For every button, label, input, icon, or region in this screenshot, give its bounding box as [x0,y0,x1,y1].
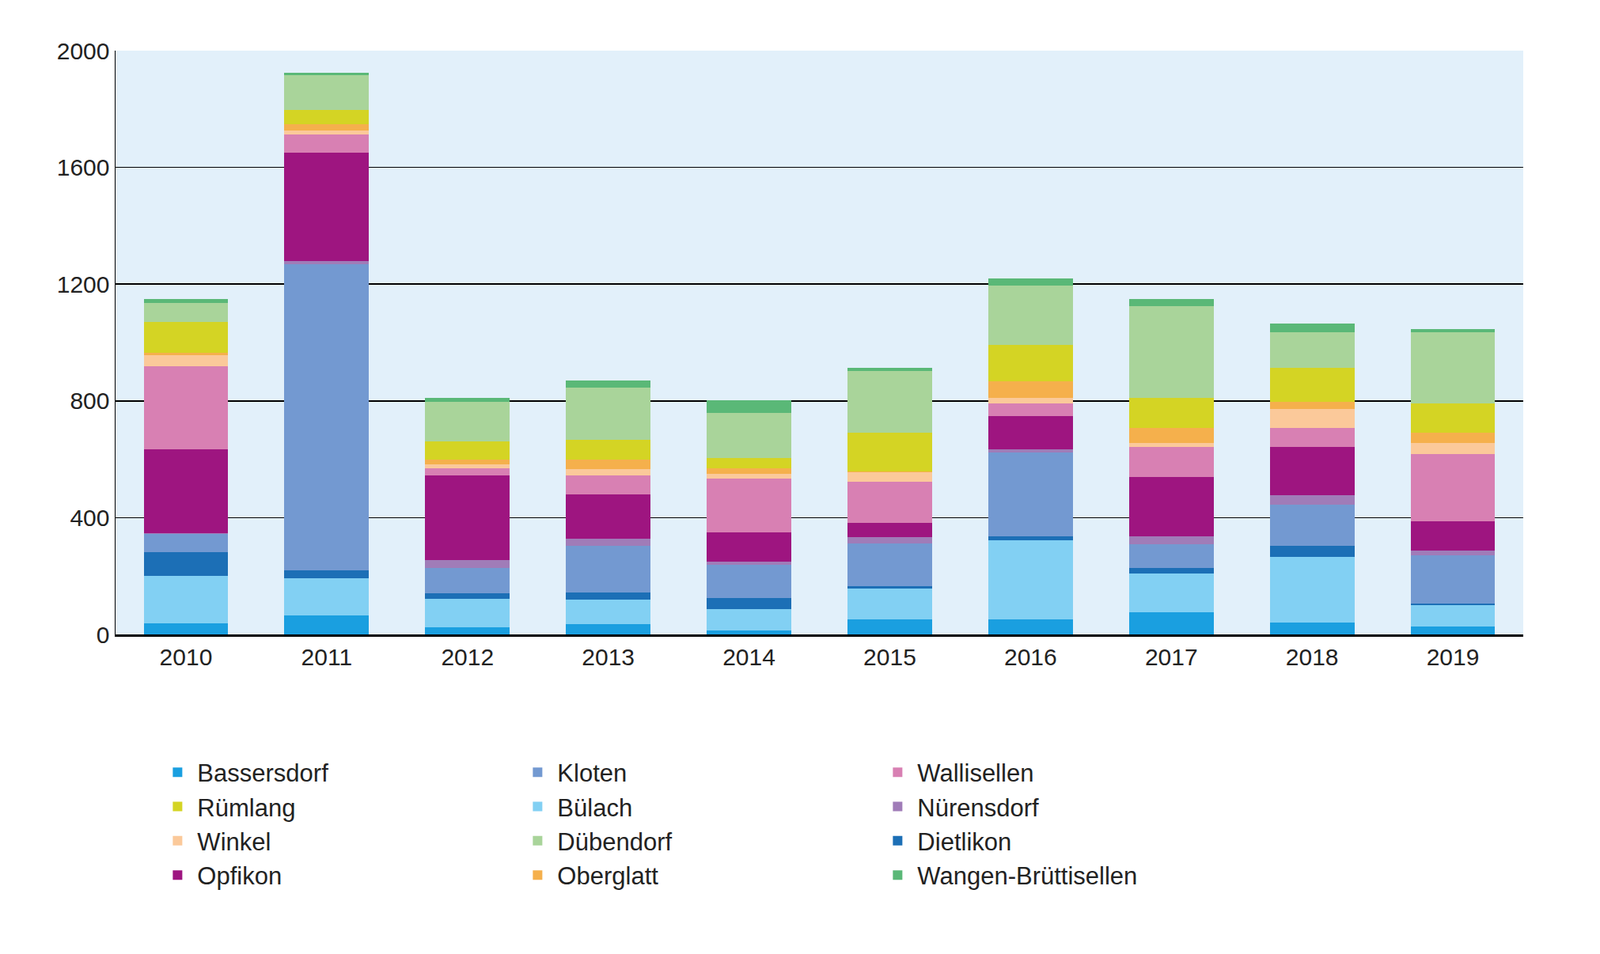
svg-text:Oberglatt: Oberglatt [557,862,659,891]
svg-text:Bülach: Bülach [557,794,633,823]
svg-text:Kloten: Kloten [557,759,627,788]
svg-text:1200: 1200 [56,271,110,298]
svg-text:Dübendorf: Dübendorf [557,828,672,857]
svg-text:Rümlang: Rümlang [197,794,296,823]
svg-text:2014: 2014 [722,644,776,671]
svg-text:Wallisellen: Wallisellen [917,759,1034,788]
svg-text:400: 400 [69,504,110,531]
svg-text:2019: 2019 [1426,644,1480,671]
svg-text:2000: 2000 [56,37,110,65]
svg-text:2013: 2013 [581,644,635,671]
svg-text:Winkel: Winkel [197,828,271,857]
svg-text:800: 800 [69,387,110,414]
svg-text:0: 0 [96,621,110,649]
svg-text:2011: 2011 [301,644,353,671]
svg-text:2012: 2012 [440,644,494,671]
svg-text:2018: 2018 [1285,644,1339,671]
svg-text:2010: 2010 [159,644,213,671]
svg-text:2015: 2015 [863,644,917,671]
svg-text:1600: 1600 [56,154,110,181]
svg-text:Opfikon: Opfikon [197,862,282,891]
svg-text:2017: 2017 [1145,644,1199,671]
svg-text:Bassersdorf: Bassersdorf [197,759,329,788]
svg-text:Dietlikon: Dietlikon [917,828,1012,857]
svg-text:Nürensdorf: Nürensdorf [917,794,1039,823]
svg-text:2016: 2016 [1004,644,1058,671]
svg-text:Wangen-Brüttisellen: Wangen-Brüttisellen [917,862,1138,891]
